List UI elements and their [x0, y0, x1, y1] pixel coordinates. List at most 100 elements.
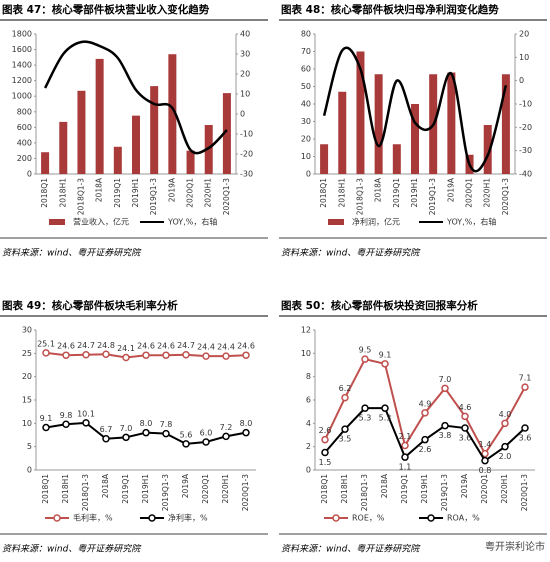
value-label: 25.1 — [37, 339, 55, 348]
point-marker — [501, 442, 509, 451]
bar — [411, 104, 419, 174]
value-label: 0.8 — [479, 466, 492, 475]
chart-title: 图表 48：核心零部件板块归母净利润变化趋势 — [281, 3, 499, 16]
point-marker — [102, 350, 110, 359]
value-label: 6.7 — [100, 425, 113, 434]
point-marker — [202, 438, 210, 446]
point-marker — [202, 352, 210, 360]
value-label: 24.1 — [117, 344, 135, 353]
legend-label: 营业收入，亿元 — [73, 217, 129, 227]
value-label: 3.6 — [459, 434, 472, 443]
value-label: 1.4 — [479, 440, 492, 449]
point-marker — [441, 421, 449, 430]
x-tick-label: 2019A — [460, 473, 469, 498]
y2-tick-label: 10 — [240, 90, 250, 99]
x-tick-label: 2019Q1 — [400, 474, 409, 504]
bar — [483, 125, 492, 174]
point-marker — [421, 435, 429, 444]
value-label: 6.0 — [200, 429, 213, 438]
value-label: 24.6 — [157, 342, 175, 351]
point-marker — [62, 351, 70, 359]
bar — [374, 74, 383, 174]
source-note: 资料来源：wind、粤开证券研究院 — [2, 248, 142, 259]
source-note: 资料来源：wind、粤开证券研究院 — [281, 544, 421, 555]
bar — [113, 146, 122, 174]
bar — [204, 125, 213, 174]
x-tick-label: 2020Q1 — [186, 178, 195, 208]
x-tick-label: 2020H1 — [483, 178, 492, 208]
y-tick-label: 0 — [306, 466, 311, 475]
y-tick-label: 40 — [301, 100, 311, 109]
point-marker — [381, 404, 389, 412]
x-tick-label: 2019Q1-3 — [428, 178, 437, 215]
x-tick-label: 2019Q1 — [113, 178, 122, 208]
point-marker — [341, 393, 349, 402]
point-marker — [361, 404, 369, 412]
chart-title: 图表 50：核心零部件板块投资回报率分析 — [281, 299, 478, 312]
x-tick-label: 2018A — [380, 473, 389, 498]
point-marker — [162, 351, 170, 359]
point-marker — [142, 351, 150, 359]
x-tick-label: 2018Q1-3 — [355, 178, 364, 215]
x-tick-label: 2018Q1 — [320, 474, 329, 504]
y2-tick-label: -30 — [240, 170, 253, 179]
value-label: 9.1 — [379, 350, 392, 359]
x-tick-label: 2018A — [95, 177, 104, 202]
y-tick-label: 200 — [17, 154, 32, 163]
y-tick-label: 70 — [301, 47, 311, 56]
legend-label: 净利率，% — [168, 513, 208, 523]
value-label: 7.1 — [519, 374, 532, 383]
y-tick-label: 1000 — [12, 92, 32, 101]
value-label: 4.9 — [419, 399, 432, 408]
x-tick-label: 2018Q1-3 — [360, 474, 369, 511]
x-tick-label: 2019H1 — [420, 474, 429, 504]
y-tick-label: 0 — [27, 466, 32, 475]
bar — [168, 54, 177, 174]
point-marker — [481, 449, 489, 458]
x-tick-label: 2018Q1-3 — [76, 178, 85, 215]
y-tick-label: 5 — [27, 442, 32, 451]
x-tick-label: 2020Q1-3 — [222, 178, 231, 215]
x-tick-label: 2020Q1-3 — [520, 474, 529, 511]
y2-tick-label: 0 — [240, 110, 245, 119]
x-tick-label: 2018H1 — [337, 178, 346, 208]
legend-marker — [427, 514, 435, 522]
x-tick-label: 2018H1 — [340, 474, 349, 504]
point-marker — [461, 412, 469, 421]
point-marker — [162, 429, 170, 438]
legend-label: ROA，% — [447, 514, 480, 523]
point-marker — [62, 420, 70, 429]
legend-label: ROE，% — [352, 514, 385, 523]
y-tick-label: 60 — [301, 65, 311, 74]
x-tick-label: 2018H1 — [58, 178, 67, 208]
x-tick-label: 2018Q1 — [319, 178, 328, 208]
y-tick-label: 50 — [301, 82, 311, 91]
point-marker — [501, 419, 509, 428]
bar — [150, 86, 159, 174]
bar — [222, 93, 231, 174]
bar — [132, 115, 140, 174]
y-tick-label: 12 — [301, 326, 311, 335]
value-label: 7.8 — [160, 420, 173, 429]
point-marker — [381, 360, 389, 368]
value-label: 6.2 — [339, 384, 352, 393]
point-marker — [441, 384, 449, 393]
value-label: 8.0 — [240, 419, 253, 428]
point-marker — [122, 353, 130, 362]
value-label: 24.6 — [57, 342, 75, 351]
point-marker — [142, 428, 150, 437]
x-tick-label: 2019Q1-3 — [149, 178, 158, 215]
y2-tick-label: 40 — [240, 30, 250, 39]
point-marker — [222, 432, 230, 441]
value-label: 5.3 — [379, 414, 392, 423]
bar — [356, 51, 365, 174]
point-marker — [321, 435, 329, 444]
point-marker — [182, 440, 190, 448]
legend-label: 净利润，亿元 — [352, 217, 400, 227]
x-tick-label: 2018Q1 — [41, 474, 50, 504]
bar — [186, 150, 195, 174]
y-tick-label: 1400 — [12, 61, 32, 70]
value-label: 7.2 — [220, 423, 233, 432]
point-marker — [521, 383, 529, 391]
value-label: 24.7 — [177, 341, 195, 350]
